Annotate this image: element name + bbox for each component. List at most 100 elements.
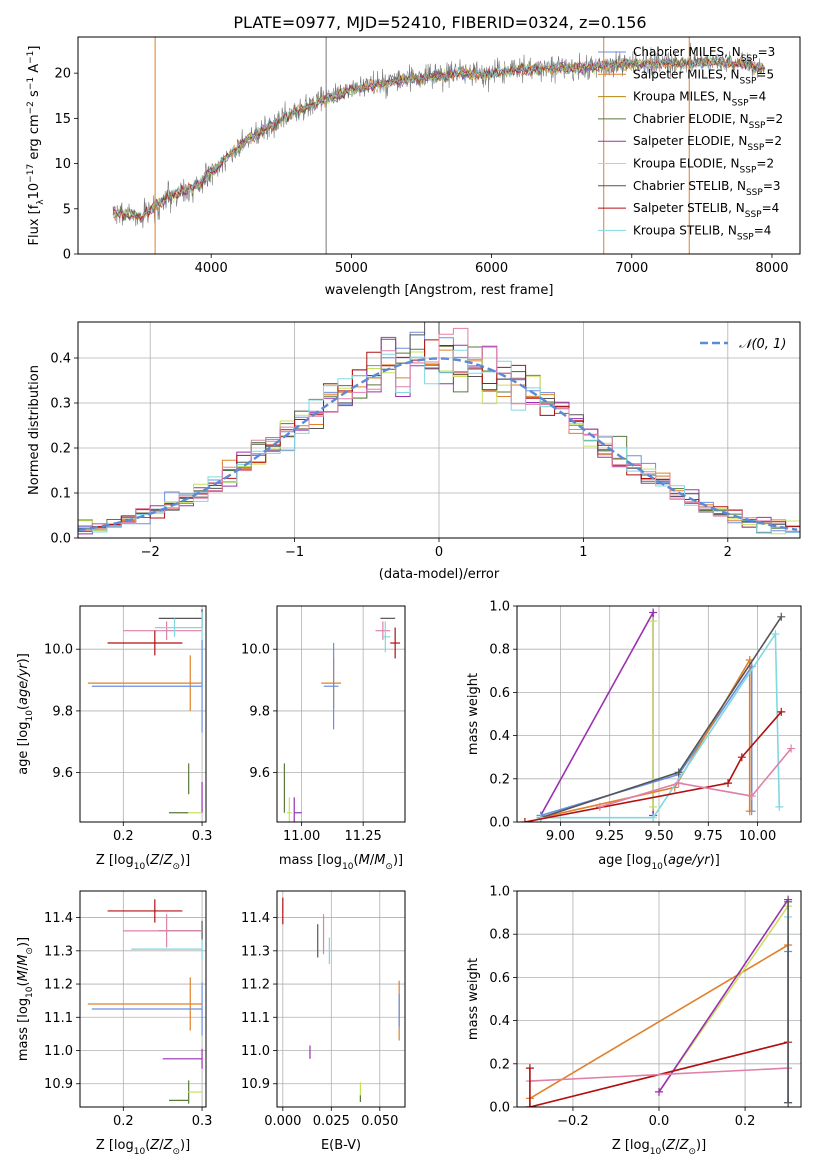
histogram-axes: −2 −1 0 1 2 0.0 0.1 0.2 0.3 0.4: [50, 322, 800, 560]
label-part: Chabrier ELODIE, N: [633, 112, 749, 126]
label-part: 10: [134, 862, 146, 872]
mass_vs_Z-points: [87, 899, 203, 1104]
tick-label-y: 11.2: [44, 978, 73, 993]
age_vs_mass-points: [283, 617, 401, 822]
label-part: (: [661, 1138, 666, 1153]
label-part: ⊙: [385, 862, 393, 872]
label-part: M: [359, 853, 370, 868]
label-part: )]: [180, 1138, 190, 1153]
tick-label-y: 0.2: [489, 1057, 510, 1072]
label-part: ⊙: [172, 1147, 180, 1157]
age_vs_mass-axes: 11.00 11.25 9.6 9.8 10.0: [241, 606, 405, 844]
series-marker: [520, 818, 529, 822]
tick-label-y: 0.6: [489, 971, 510, 986]
label-part: )]: [16, 937, 31, 947]
label-part: Flux [f: [27, 204, 42, 245]
series-line: [540, 657, 751, 819]
label-part: 10: [651, 862, 663, 872]
mass_vs_EBV-axes: 0.000 0.025 0.050 10.9 11.0 11.1 11.2 11.3 11.4: [241, 891, 405, 1129]
tick-label-y: 10.9: [44, 1077, 73, 1092]
tick-label-x: 9.50: [645, 829, 674, 844]
label-part: SSP: [745, 210, 762, 220]
tick-label-y: 5: [63, 202, 71, 217]
legend-label: Kroupa ELODIE, NSSP=2: [633, 157, 774, 176]
legend-label: Chabrier MILES, NSSP=3: [633, 45, 775, 64]
age_vs_Z-frame: [79, 605, 207, 823]
label-part: Z: [665, 1138, 676, 1153]
label-part: 10: [342, 862, 354, 872]
y-axis-label: Normed distribution: [27, 365, 42, 495]
tick-label-x: 0.2: [113, 1114, 134, 1129]
tick-label-x: 1: [579, 545, 587, 560]
series-line: [599, 748, 792, 808]
series-marker: [525, 1064, 534, 1073]
x-axis-label: Z [log10(Z/Z⊙)]: [96, 1138, 190, 1157]
series-line: [658, 899, 789, 1093]
x-axis-label: E(B-V): [321, 1138, 361, 1153]
tick-label-x: 0: [435, 545, 443, 560]
label-part: Salpeter STELIB, N: [633, 201, 745, 215]
series-marker: [724, 779, 733, 788]
tick-label-y: 0.6: [489, 686, 510, 701]
label-part: A: [27, 64, 42, 77]
histogram-series: [78, 349, 800, 533]
x-axis-label: mass [log10(M/M⊙)]: [279, 853, 403, 872]
label-part: ⊙: [25, 947, 35, 955]
tick-label-y: 0.3: [50, 397, 71, 412]
label-part: M: [16, 970, 31, 981]
series-marker: [777, 707, 786, 716]
mass_vs_Z-frame: [79, 890, 207, 1108]
label-part: /: [159, 1138, 164, 1153]
label-part: Kroupa ELODIE, N: [633, 157, 740, 171]
tick-label-y: 9.6: [52, 766, 73, 781]
tick-label-x: −2: [141, 545, 160, 560]
series-line: [540, 609, 654, 816]
legend-label: Salpeter ELODIE, NSSP=2: [633, 134, 782, 153]
tick-label-y: 10.0: [241, 643, 270, 658]
tick-label-y: 0.4: [489, 729, 510, 744]
label-part: SSP: [741, 54, 758, 64]
series-marker: [649, 802, 658, 811]
tick-label-x: 8000: [755, 261, 788, 276]
label-part: /: [159, 853, 164, 868]
label-part: s: [27, 90, 42, 101]
tick-label-y: 11.4: [44, 911, 73, 926]
label-part: ⊙: [172, 862, 180, 872]
series-marker: [777, 612, 786, 621]
tick-label-y: 0.8: [489, 643, 510, 658]
tick-label-y: 0.4: [489, 1014, 510, 1029]
tick-label-x: 2: [724, 545, 732, 560]
tick-label-y: 11.1: [241, 1011, 270, 1026]
tick-label-y: 11.0: [241, 1044, 270, 1059]
label-part: age [log: [16, 722, 31, 775]
weight_vs_Z-series: [525, 895, 793, 1107]
tick-label-y: 11.2: [241, 978, 270, 993]
label-part: ]: [27, 46, 42, 51]
x-axis-label: wavelength [Angstrom, rest frame]: [325, 283, 554, 298]
label-part: SSP: [740, 166, 757, 176]
tick-label-x: 9.25: [595, 829, 624, 844]
label-part: =4: [749, 90, 767, 104]
legend-label: 𝒩(0, 1): [739, 337, 786, 352]
tick-label-y: 11.1: [44, 1011, 73, 1026]
normal-curve: [78, 357, 798, 532]
label-part: −1: [26, 51, 36, 64]
label-part: SSP: [749, 121, 766, 131]
label-part: (: [145, 853, 150, 868]
label-part: 10: [25, 986, 35, 998]
label-part: (: [145, 1138, 150, 1153]
label-part: )]: [16, 653, 31, 663]
tick-label-y: 0: [63, 248, 71, 263]
series-marker: [787, 744, 796, 753]
tick-label-x: 10.00: [739, 829, 776, 844]
label-part: )]: [180, 853, 190, 868]
x-axis-label: Z [log10(Z/Z⊙)]: [612, 1138, 706, 1157]
label-part: =2: [764, 134, 782, 148]
label-part: SSP: [747, 143, 764, 153]
spectrum-axes: 4000 5000 6000 7000 8000 0 5 10 15 20: [54, 67, 788, 276]
tick-label-y: 11.3: [44, 944, 73, 959]
label-part: Z: [679, 1138, 690, 1153]
tick-label-x: −1: [285, 545, 304, 560]
label-part: Z: [149, 853, 160, 868]
